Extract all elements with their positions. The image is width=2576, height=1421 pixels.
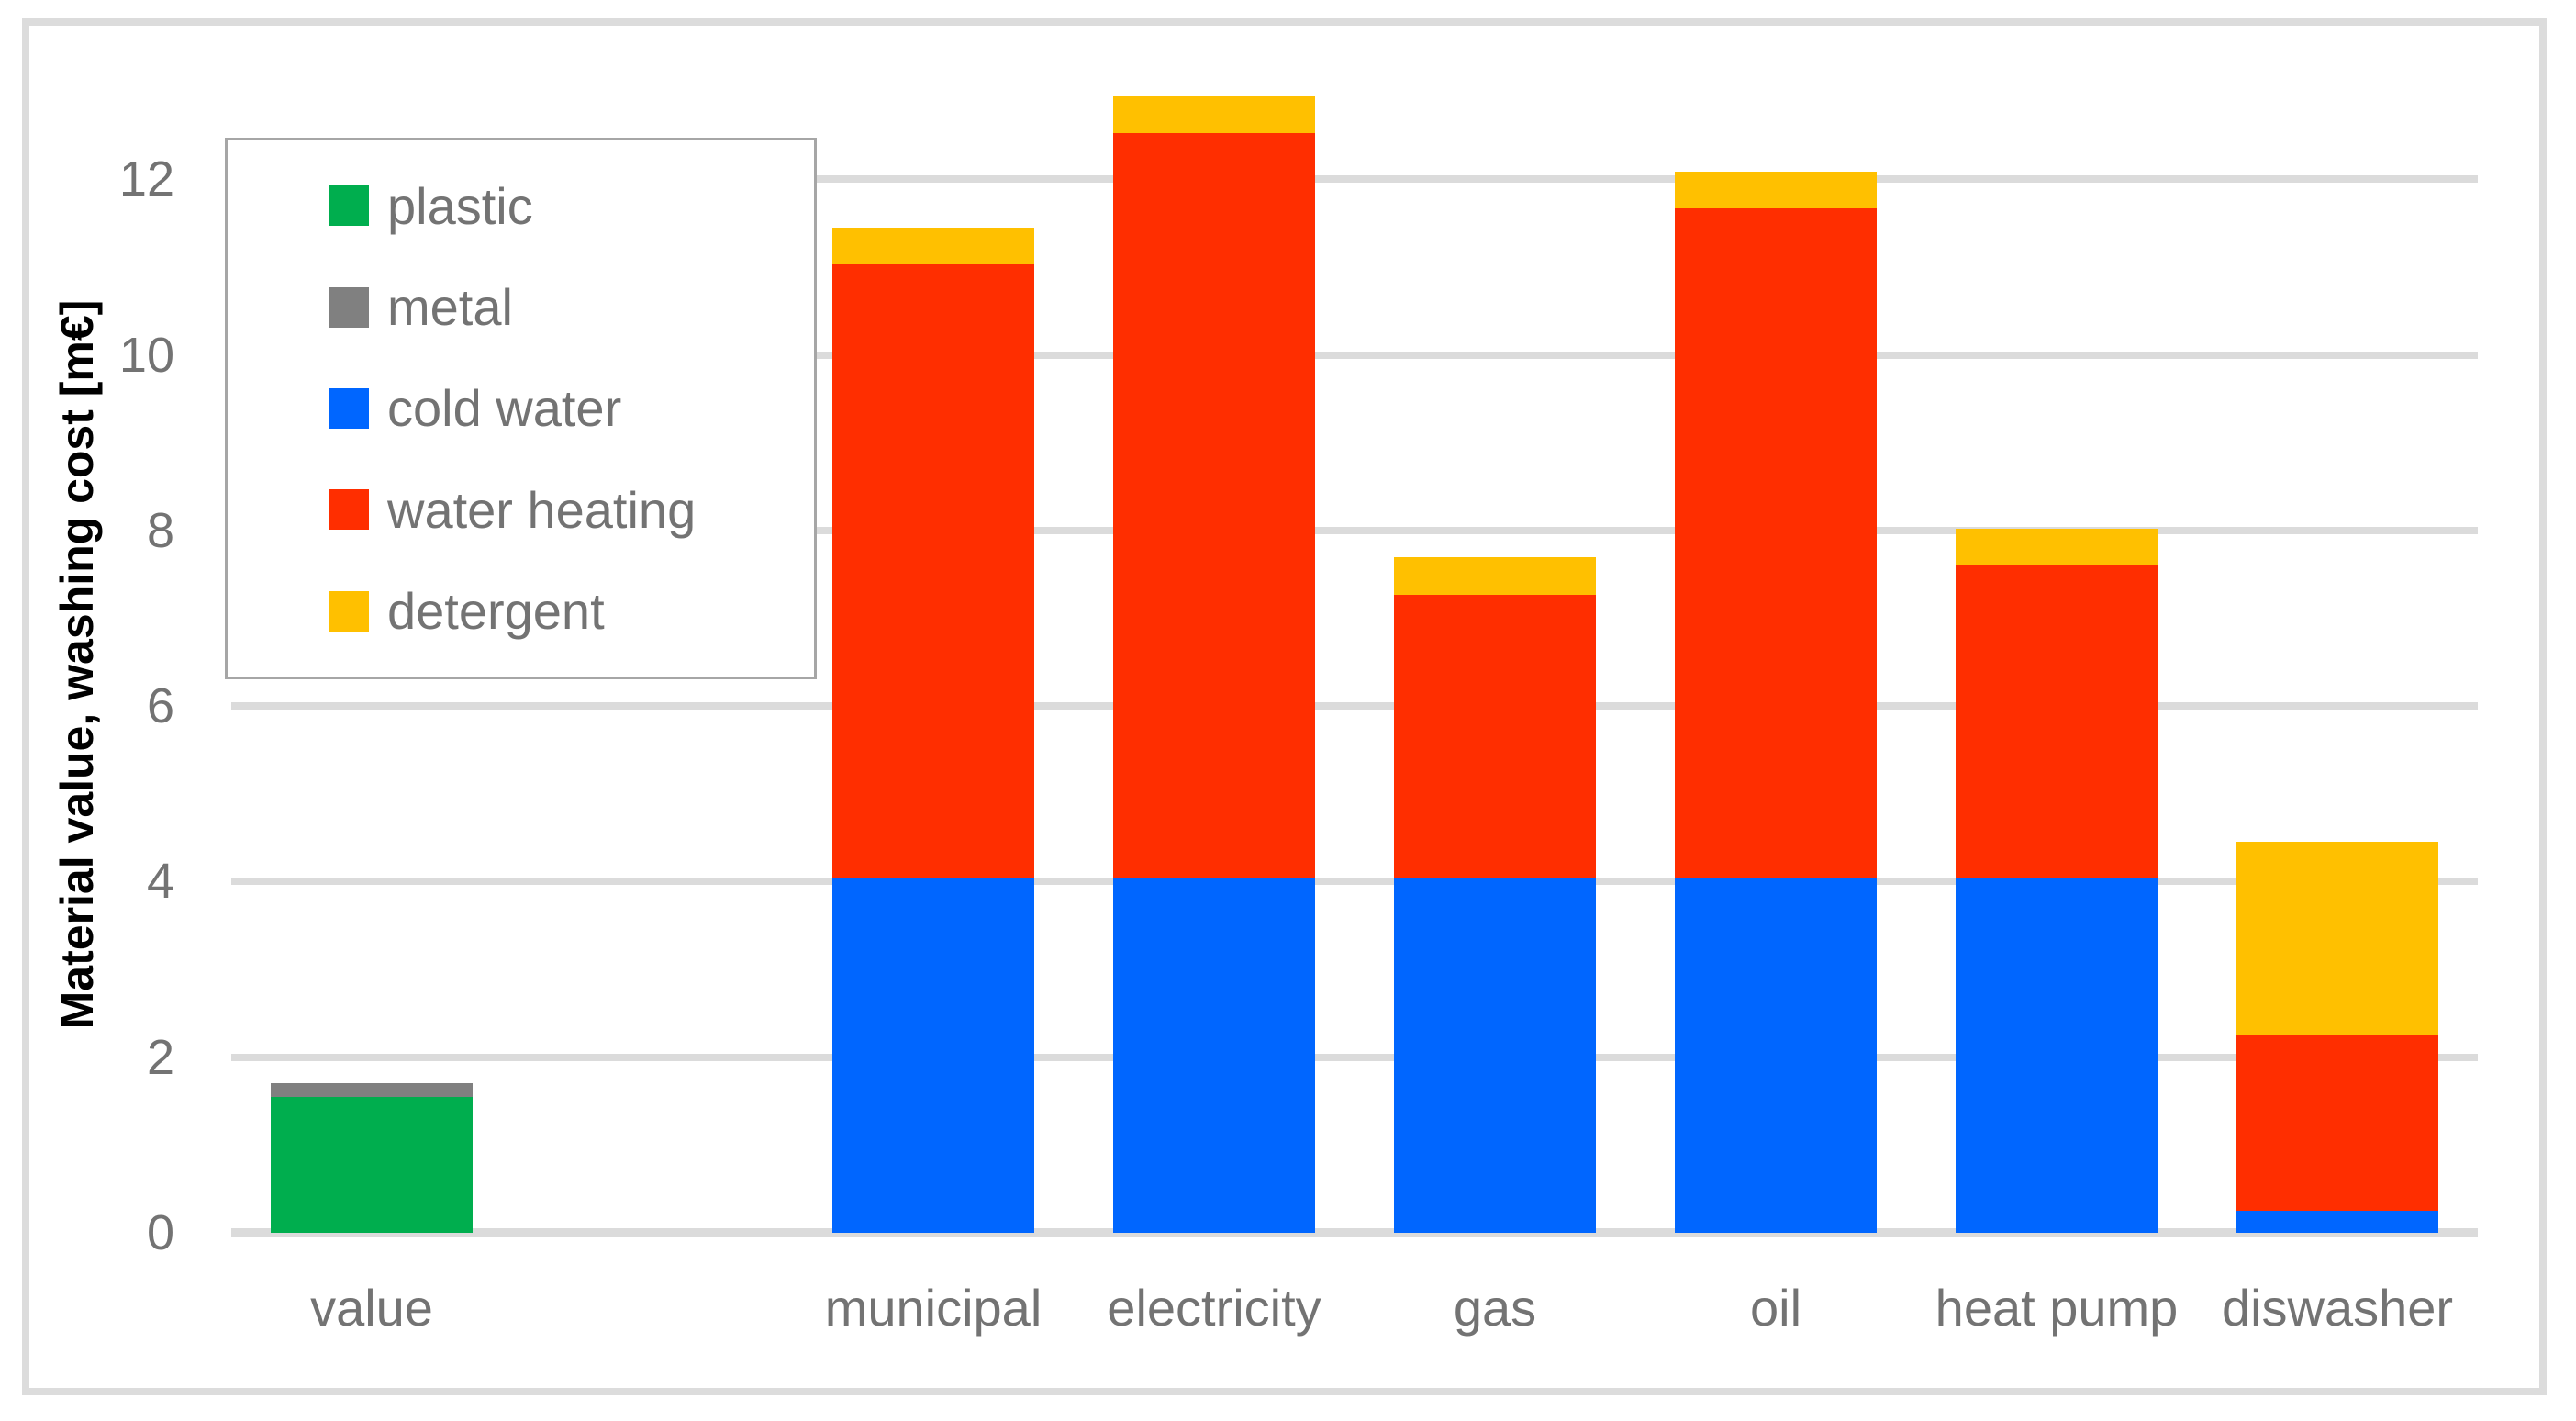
gridline-12	[231, 175, 2478, 184]
y-tick-label-8: 8	[146, 502, 174, 558]
legend-label-detergent: detergent	[387, 582, 605, 641]
gridline-2	[231, 1053, 2478, 1061]
legend-item-plastic: plastic	[329, 176, 805, 236]
bar-segment-water-heating-electricity	[1113, 133, 1315, 878]
bar-segment-detergent-diswasher	[2236, 842, 2438, 1035]
y-tick-label-4: 4	[146, 854, 174, 910]
legend-swatch-plastic	[329, 185, 369, 227]
bar-segment-cold-water-gas	[1394, 877, 1596, 1233]
x-tick-label-gas: gas	[1453, 1279, 1537, 1337]
bar-segment-water-heating-gas	[1394, 594, 1596, 878]
y-axis-title: Material value, washing cost [m€]	[51, 299, 103, 1030]
legend-label-water-heating: water heating	[387, 480, 697, 539]
bar-segment-detergent-oil	[1675, 171, 1877, 208]
legend-swatch-cold-water	[329, 387, 369, 429]
x-tick-label-oil: oil	[1749, 1279, 1802, 1337]
gridline-6	[231, 702, 2478, 710]
bar-segment-cold-water-electricity	[1113, 877, 1315, 1233]
legend: plastic metal cold water water heating deter…	[225, 138, 817, 679]
gridline-10	[231, 351, 2478, 359]
bar-segment-water-heating-municipal	[832, 263, 1034, 878]
x-tick-label-diswasher: diswasher	[2221, 1279, 2454, 1337]
legend-item-metal: metal	[329, 277, 805, 337]
legend-label-metal: metal	[387, 278, 513, 337]
x-tick-label-heat-pump: heat pump	[1935, 1279, 2179, 1337]
legend-swatch-water-heating	[329, 489, 369, 531]
legend-item-water-heating: water heating	[329, 480, 805, 540]
x-tick-label-value: value	[310, 1279, 433, 1337]
bar-segment-water-heating-oil	[1675, 207, 1877, 878]
bar-segment-cold-water-diswasher	[2236, 1211, 2438, 1233]
bar-segment-detergent-electricity	[1113, 96, 1315, 134]
bar-segment-metal-value	[271, 1083, 473, 1097]
x-tick-label-electricity: electricity	[1107, 1279, 1321, 1337]
x-tick-label-municipal: municipal	[824, 1279, 1043, 1337]
x-axis-line	[231, 1228, 2478, 1237]
bar-segment-cold-water-heat pump	[1956, 877, 2158, 1233]
bar-segment-detergent-gas	[1394, 557, 1596, 595]
gridline-8	[231, 526, 2478, 534]
legend-swatch-metal	[329, 286, 369, 328]
y-tick-label-12: 12	[118, 151, 174, 207]
bar-segment-water-heating-diswasher	[2236, 1035, 2438, 1212]
bar-segment-cold-water-municipal	[832, 877, 1034, 1233]
legend-label-plastic: plastic	[387, 176, 533, 235]
y-tick-label-2: 2	[146, 1029, 174, 1085]
bar-segment-detergent-municipal	[832, 227, 1034, 264]
bar-segment-detergent-heat pump	[1956, 528, 2158, 566]
bar-segment-cold-water-oil	[1675, 877, 1877, 1233]
y-tick-label-0: 0	[146, 1205, 174, 1260]
y-tick-label-10: 10	[118, 327, 174, 383]
legend-swatch-detergent	[329, 590, 369, 632]
bar-segment-water-heating-heat pump	[1956, 565, 2158, 878]
y-tick-label-6: 6	[146, 678, 174, 734]
gridline-4	[231, 878, 2478, 886]
legend-label-cold-water: cold water	[387, 379, 622, 438]
legend-item-detergent: detergent	[329, 581, 805, 641]
bar-segment-plastic-value	[271, 1096, 473, 1233]
legend-item-cold-water: cold water	[329, 378, 805, 438]
